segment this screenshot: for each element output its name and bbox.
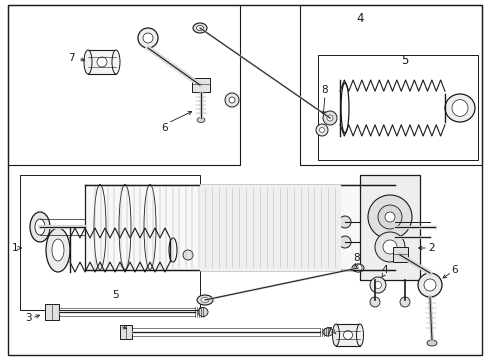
Ellipse shape <box>84 50 92 74</box>
Bar <box>8 5 240 165</box>
Circle shape <box>354 264 362 272</box>
Circle shape <box>225 93 239 107</box>
Text: 8: 8 <box>322 85 328 95</box>
Bar <box>120 325 132 339</box>
Ellipse shape <box>30 212 50 242</box>
Text: 6: 6 <box>452 265 458 275</box>
Bar <box>45 304 59 320</box>
Circle shape <box>400 297 410 307</box>
Bar <box>300 5 482 165</box>
Text: 1: 1 <box>12 243 18 253</box>
Ellipse shape <box>323 328 333 336</box>
Circle shape <box>316 124 328 136</box>
Ellipse shape <box>198 307 208 316</box>
Circle shape <box>370 297 380 307</box>
Text: 5: 5 <box>401 54 409 67</box>
Bar <box>88 50 116 74</box>
Text: 7: 7 <box>69 53 75 63</box>
Circle shape <box>424 279 436 291</box>
Bar <box>360 175 420 280</box>
Ellipse shape <box>196 26 203 31</box>
Bar <box>192 78 210 92</box>
Circle shape <box>378 205 402 229</box>
Ellipse shape <box>452 100 468 116</box>
Ellipse shape <box>112 50 120 74</box>
Circle shape <box>418 273 442 297</box>
Ellipse shape <box>197 295 213 305</box>
Ellipse shape <box>352 264 364 272</box>
Circle shape <box>368 195 412 239</box>
Circle shape <box>374 282 382 288</box>
Ellipse shape <box>46 228 70 272</box>
Ellipse shape <box>343 330 352 339</box>
Circle shape <box>339 216 351 228</box>
Circle shape <box>229 97 235 103</box>
Bar <box>20 175 200 310</box>
Text: 5: 5 <box>112 290 118 300</box>
Ellipse shape <box>97 57 107 67</box>
Polygon shape <box>85 185 395 270</box>
Circle shape <box>385 212 395 222</box>
Text: 4: 4 <box>382 265 388 275</box>
Circle shape <box>383 240 397 254</box>
Ellipse shape <box>445 94 475 122</box>
Ellipse shape <box>427 340 437 346</box>
Circle shape <box>370 277 386 293</box>
Text: 8: 8 <box>353 253 360 263</box>
Text: 2: 2 <box>429 243 435 253</box>
Circle shape <box>327 115 333 121</box>
Text: 3: 3 <box>24 313 31 323</box>
Text: 6: 6 <box>162 123 168 133</box>
Circle shape <box>323 111 337 125</box>
Text: 4: 4 <box>356 12 364 24</box>
Bar <box>393 247 408 262</box>
Ellipse shape <box>193 23 207 33</box>
Bar <box>336 324 360 346</box>
Ellipse shape <box>201 297 209 302</box>
Circle shape <box>183 250 193 260</box>
Ellipse shape <box>35 219 45 235</box>
Polygon shape <box>200 185 340 270</box>
Circle shape <box>319 127 324 132</box>
Circle shape <box>339 236 351 248</box>
Ellipse shape <box>357 324 364 346</box>
Polygon shape <box>85 185 410 200</box>
Text: 7: 7 <box>325 327 332 337</box>
Ellipse shape <box>333 324 340 346</box>
Circle shape <box>138 28 158 48</box>
Circle shape <box>143 33 153 43</box>
Bar <box>318 55 478 160</box>
Ellipse shape <box>197 117 205 122</box>
Circle shape <box>375 232 405 262</box>
Ellipse shape <box>52 239 64 261</box>
